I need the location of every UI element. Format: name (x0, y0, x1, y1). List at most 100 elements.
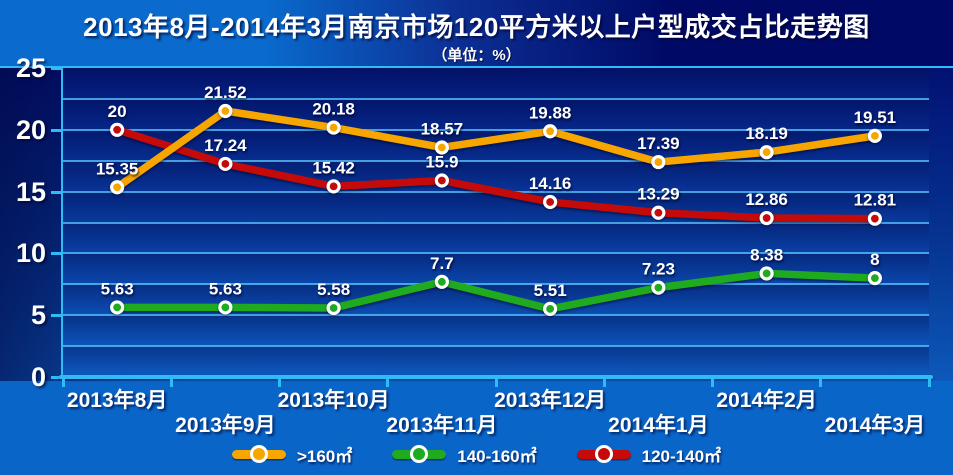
y-axis-line (61, 68, 63, 379)
x-axis-label: 2013年12月 (494, 389, 607, 412)
data-point-marker (759, 145, 774, 160)
legend-label: 120-140㎡ (641, 446, 722, 466)
data-point-label: 18.19 (745, 124, 788, 143)
x-axis-tick (602, 379, 606, 387)
y-axis-tick (51, 376, 61, 379)
data-point-marker (434, 274, 449, 289)
data-point-label: 8 (870, 250, 879, 269)
chart-subtitle: （单位：%） (432, 47, 521, 64)
data-point-label: 8.38 (750, 245, 783, 264)
series-line-0 (113, 107, 879, 192)
x-axis-tick (711, 379, 714, 387)
data-point-label: 19.51 (854, 108, 897, 127)
data-point-label: 13.29 (637, 185, 680, 204)
data-point-marker (326, 179, 341, 194)
chart-panel: 15.35 21.52 20.18 18.57 19.88 17.39 18.19 19.51… (0, 53, 953, 392)
legend-dot-icon (249, 445, 268, 463)
x-axis-label: 2014年3月 (824, 414, 926, 437)
data-point-label: 7.7 (430, 254, 454, 273)
x-axis-label: 2013年9月 (175, 414, 276, 437)
legend-label: >160㎡ (296, 446, 353, 466)
x-axis-tick (386, 379, 390, 387)
legend: >160㎡ 140-160㎡ 120-140㎡ (0, 441, 953, 467)
series-line-1 (113, 269, 879, 313)
y-axis-tick (51, 128, 61, 132)
data-point-marker (434, 173, 449, 188)
y-axis-tick (51, 314, 61, 318)
data-point-marker (326, 300, 341, 316)
x-axis-tick (927, 379, 931, 387)
data-point-label: 19.88 (529, 103, 572, 122)
data-point-label: 17.24 (204, 136, 247, 155)
data-point-marker (434, 140, 449, 155)
x-axis-label: 2014年1月 (608, 414, 709, 437)
data-point-marker (543, 194, 558, 210)
chart-header: 2013年8月-2014年3月南京市场120平方米以上户型成交占比走势图 （单位… (0, 0, 953, 66)
y-axis-tick (51, 190, 61, 194)
legend-item: 120-140㎡ (576, 442, 722, 467)
data-point-marker (543, 124, 558, 139)
y-axis-label: 10 (15, 238, 46, 269)
data-point-marker (218, 300, 233, 315)
x-axis-label: 2013年8月 (66, 389, 168, 412)
data-point-marker (326, 120, 341, 135)
y-axis-label: 5 (30, 300, 46, 331)
data-point-marker (543, 301, 558, 316)
data-point-marker (759, 210, 774, 226)
legend-line-marker-icon (576, 445, 631, 463)
series-line-2 (113, 126, 879, 223)
x-axis-tick (278, 379, 281, 387)
x-axis-label: 2013年10月 (277, 389, 390, 412)
data-point-label: 12.86 (745, 190, 788, 209)
x-axis-tick (169, 379, 173, 387)
y-axis-tick (51, 252, 61, 256)
gridline (63, 283, 929, 286)
x-axis-tick (61, 379, 65, 387)
x-axis-tick (819, 379, 823, 387)
data-point-marker (218, 156, 233, 172)
data-point-label: 17.39 (637, 134, 680, 153)
legend-dot-icon (594, 445, 613, 463)
data-point-marker (867, 128, 882, 143)
gridline (63, 128, 929, 131)
legend-item: 140-160㎡ (392, 442, 537, 467)
legend-dot-icon (410, 445, 429, 463)
data-point-label: 20.18 (312, 100, 355, 119)
data-point-marker (110, 180, 125, 195)
plot-area: 15.35 21.52 20.18 18.57 19.88 17.39 18.19 19.51… (63, 68, 929, 377)
y-axis-label: 0 (30, 362, 46, 392)
top-separator-line (0, 66, 953, 68)
x-axis-label: 2014年2月 (716, 389, 817, 412)
data-point-label: 18.57 (421, 119, 464, 138)
x-axis-tick (494, 379, 498, 387)
gridline (63, 159, 929, 162)
gridline (63, 97, 929, 100)
legend-line-marker-icon (231, 445, 286, 463)
data-point-label: 5.58 (317, 280, 350, 299)
y-axis-label: 15 (15, 176, 46, 207)
data-point-marker (867, 211, 882, 226)
gridline (63, 221, 929, 224)
legend-label: 140-160㎡ (457, 446, 537, 466)
data-point-marker (110, 300, 125, 315)
y-axis-tick (51, 67, 61, 70)
data-point-marker (867, 271, 882, 286)
x-axis-line (59, 375, 933, 379)
y-axis: 25 20 15 10 5 0 (0, 53, 61, 392)
data-point-label: 21.52 (204, 83, 247, 102)
data-point-marker (651, 154, 666, 170)
data-point-label: 5.63 (101, 279, 134, 298)
data-point-label: 7.23 (642, 260, 675, 279)
chart-series-canvas: 15.35 21.52 20.18 18.57 19.88 17.39 18.19 19.51… (96, 83, 897, 316)
data-point-label: 20 (108, 102, 127, 121)
chart-title: 2013年8月-2014年3月南京市场120平方米以上户型成交占比走势图 (83, 12, 870, 42)
legend-line-marker-icon (392, 445, 447, 463)
gridline (63, 345, 929, 348)
gridline (63, 252, 929, 255)
data-point-label: 15.9 (425, 152, 458, 171)
data-point-marker (651, 280, 666, 295)
data-point-label: 14.16 (529, 174, 572, 193)
y-axis-label: 20 (15, 114, 46, 145)
x-axis-label: 2013年11月 (386, 414, 498, 437)
